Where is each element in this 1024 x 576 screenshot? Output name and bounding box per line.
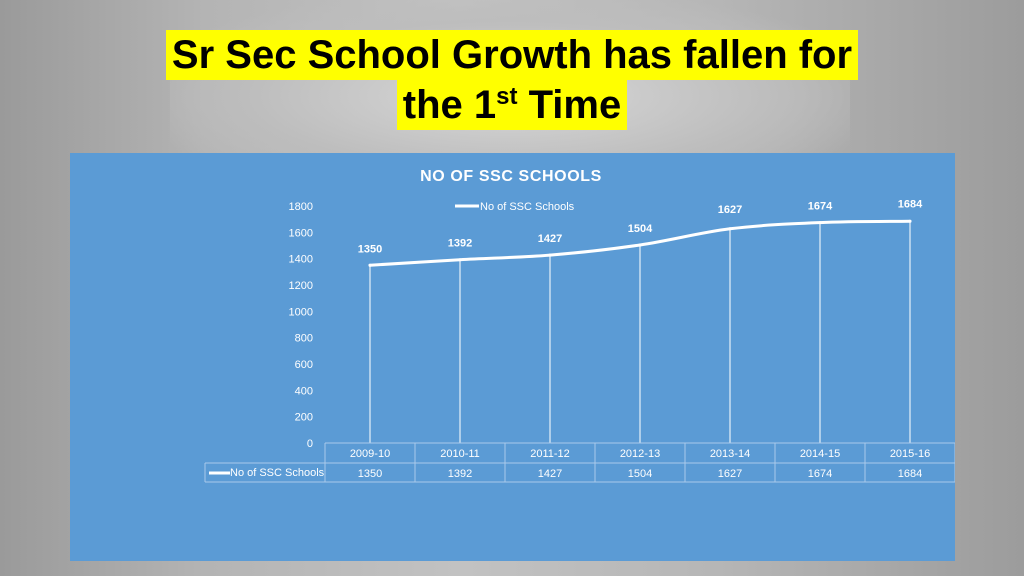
table-cell-value: 1684 xyxy=(898,468,922,480)
table-cell-value: 1627 xyxy=(718,468,742,480)
title-superscript: st xyxy=(496,83,518,110)
data-point xyxy=(818,221,822,225)
table-cell-value: 1504 xyxy=(628,468,652,480)
data-point xyxy=(368,263,372,267)
y-tick-label: 200 xyxy=(295,412,313,424)
data-point xyxy=(728,227,732,231)
data-label: 1392 xyxy=(448,238,472,250)
chart-legend: No of SSC Schools xyxy=(455,201,575,213)
table-cell-value: 1350 xyxy=(358,468,382,480)
table-cell-value: 1674 xyxy=(808,468,832,480)
x-category-label: 2009-10 xyxy=(350,448,390,460)
x-category-label: 2013-14 xyxy=(710,448,750,460)
chart-title: NO OF SSC SCHOOLS xyxy=(420,168,602,185)
line-chart: NO OF SSC SCHOOLS No of SSC Schools 0200… xyxy=(204,168,955,483)
y-tick-label: 0 xyxy=(307,438,313,450)
x-category-label: 2014-15 xyxy=(800,448,840,460)
data-point xyxy=(638,243,642,247)
drop-lines xyxy=(369,221,911,443)
title-line-2-pre: the 1 xyxy=(402,83,497,127)
data-point xyxy=(908,219,912,223)
y-tick-label: 1000 xyxy=(289,306,313,318)
data-label: 1427 xyxy=(538,233,562,245)
data-table: 2009-10 2010-11 2011-12 2012-13 2013-14 2014-… xyxy=(204,442,955,483)
x-category-label: 2015-16 xyxy=(890,448,930,460)
data-label: 1684 xyxy=(898,198,923,210)
title-line-2: the 1st Time xyxy=(396,80,628,130)
title-line-1: Sr Sec School Growth has fallen for xyxy=(165,30,859,80)
series-group xyxy=(368,219,912,267)
y-tick-label: 600 xyxy=(295,359,313,371)
data-labels: 1350 1392 1427 1504 1627 1674 1684 xyxy=(358,198,923,255)
chart-panel: NO OF SSC SCHOOLS No of SSC Schools 0 200… xyxy=(70,153,955,561)
x-category-label: 2012-13 xyxy=(620,448,660,460)
data-label: 1627 xyxy=(718,204,742,216)
table-cell-value: 1427 xyxy=(538,468,562,480)
slide-title: Sr Sec School Growth has fallen for the … xyxy=(0,30,1024,130)
legend-label: No of SSC Schools xyxy=(480,201,575,213)
y-tick-label: 1600 xyxy=(289,227,313,239)
data-label: 1674 xyxy=(808,201,833,213)
y-tick-label: 1400 xyxy=(289,254,313,266)
table-cell-value: 1392 xyxy=(448,468,472,480)
data-label: 1504 xyxy=(628,223,653,235)
y-tick-label: 1200 xyxy=(289,280,313,292)
x-category-label: 2010-11 xyxy=(440,448,480,460)
table-series-label: No of SSC Schools xyxy=(230,467,325,479)
x-category-label: 2011-12 xyxy=(530,448,570,460)
data-point xyxy=(548,253,552,257)
y-tick-label: 1800 xyxy=(289,201,313,213)
title-line-2-post: Time xyxy=(517,83,622,127)
y-axis: 0 200 400 600 800 1000 1200 1400 1600 1800 xyxy=(289,201,313,450)
data-label: 1350 xyxy=(358,243,382,255)
y-tick-label: 800 xyxy=(295,333,313,345)
y-tick-label: 400 xyxy=(295,385,313,397)
data-point xyxy=(458,258,462,262)
